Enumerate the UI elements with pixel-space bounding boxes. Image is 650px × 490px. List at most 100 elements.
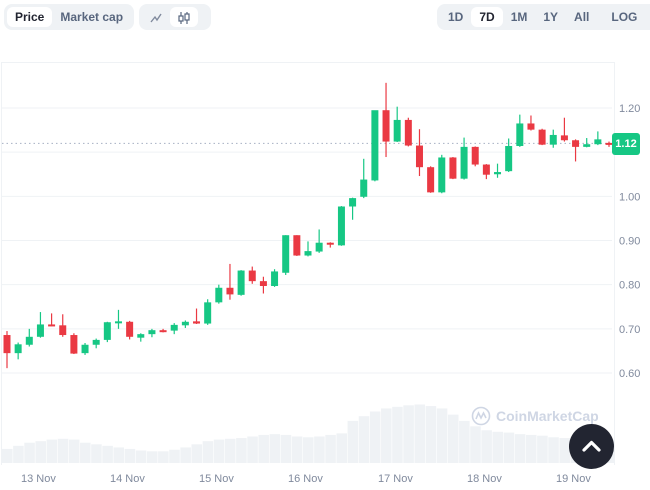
candle-up[interactable]: [460, 146, 468, 179]
volume-bar: [236, 438, 247, 463]
chart-plot-area[interactable]: [1, 62, 615, 465]
candle-down[interactable]: [326, 242, 334, 245]
candle-up[interactable]: [92, 339, 100, 345]
line-chart-button[interactable]: [142, 7, 170, 27]
range-all[interactable]: All: [574, 10, 590, 24]
candle-down[interactable]: [226, 287, 234, 295]
tab-price[interactable]: Price: [7, 7, 53, 27]
candle-down[interactable]: [70, 335, 78, 354]
candle-down[interactable]: [560, 135, 568, 141]
x-axis-label: 15 Nov: [199, 473, 234, 485]
candle-up[interactable]: [282, 235, 290, 273]
volume-bar: [303, 437, 314, 463]
candlestick-icon: [178, 11, 190, 24]
volume-bar: [202, 441, 214, 463]
candle-up[interactable]: [181, 321, 189, 326]
candle-down[interactable]: [538, 129, 546, 145]
candle-down[interactable]: [527, 123, 535, 130]
scroll-to-top-button[interactable]: [569, 424, 614, 469]
candle-up[interactable]: [505, 145, 513, 172]
candle-down[interactable]: [248, 270, 256, 282]
candle-up[interactable]: [271, 271, 279, 287]
candle-up[interactable]: [360, 179, 368, 197]
range-7d[interactable]: 7D: [471, 7, 503, 27]
range-1d[interactable]: 1D: [448, 10, 464, 24]
volume-bar: [80, 442, 91, 463]
candle-down[interactable]: [126, 321, 134, 337]
volume-bar: [559, 438, 570, 463]
candle-up[interactable]: [438, 157, 446, 193]
candle-down[interactable]: [605, 142, 613, 145]
candle-up[interactable]: [594, 139, 602, 145]
candle-down[interactable]: [415, 145, 423, 168]
candle-up[interactable]: [14, 344, 22, 354]
volume-bar: [447, 414, 459, 463]
range-1y[interactable]: 1Y: [543, 10, 559, 24]
chart-type-tabs: Price Market cap: [4, 4, 135, 30]
candle-down[interactable]: [449, 157, 457, 179]
candle-up[interactable]: [349, 198, 357, 207]
candle-up[interactable]: [371, 110, 379, 181]
candle-down[interactable]: [48, 324, 56, 327]
range-1m[interactable]: 1M: [510, 10, 528, 24]
candlestick-chart-button[interactable]: [170, 7, 198, 27]
volume-bar: [325, 434, 336, 463]
tab-market-cap[interactable]: Market cap: [60, 10, 124, 24]
candle-up[interactable]: [494, 172, 502, 175]
volume-bar: [414, 404, 426, 463]
volume-bar: [280, 434, 292, 463]
x-axis-label: 17 Nov: [378, 473, 413, 485]
candle-up[interactable]: [204, 302, 212, 324]
x-axis-label: 19 Nov: [556, 473, 591, 485]
candle-up[interactable]: [337, 206, 345, 246]
candle-up[interactable]: [583, 144, 591, 147]
candle-up[interactable]: [36, 324, 44, 337]
candle-down[interactable]: [193, 321, 201, 324]
candle-down[interactable]: [382, 110, 390, 142]
candle-down[interactable]: [427, 167, 435, 193]
chart-style-toggle: [139, 4, 211, 30]
candle-down[interactable]: [293, 235, 301, 256]
candle-up[interactable]: [148, 330, 156, 335]
candle-up[interactable]: [170, 324, 178, 331]
candle-up[interactable]: [516, 123, 524, 146]
volume-bar: [102, 445, 113, 463]
volume-bar: [224, 438, 236, 463]
x-axis-label: 13 Nov: [21, 473, 56, 485]
candle-up[interactable]: [103, 322, 111, 340]
volume-bar: [291, 436, 303, 463]
coinmarketcap-watermark: CoinMarketCap: [471, 406, 599, 426]
volume-bar: [525, 434, 537, 463]
candle-down[interactable]: [259, 281, 267, 287]
volume-bar: [180, 447, 191, 463]
candle-up[interactable]: [237, 270, 245, 295]
candle-down[interactable]: [471, 146, 479, 165]
candle-up[interactable]: [304, 251, 312, 256]
x-axis-label: 18 Nov: [467, 473, 502, 485]
candle-up[interactable]: [315, 242, 323, 252]
coinmarketcap-logo-icon: [471, 406, 491, 426]
candle-up[interactable]: [549, 134, 557, 145]
y-axis-label: 0.70: [619, 324, 640, 336]
volume-bar: [537, 435, 548, 463]
volume-bar: [425, 406, 437, 463]
candle-up[interactable]: [137, 334, 145, 338]
volume-bar: [135, 450, 147, 463]
volume-bar: [2, 448, 13, 463]
candle-down[interactable]: [159, 330, 167, 333]
volume-bar: [68, 439, 80, 463]
candle-up[interactable]: [81, 344, 89, 354]
candle-up[interactable]: [215, 287, 223, 303]
candle-up[interactable]: [393, 119, 401, 142]
time-range-tabs: 1D 7D 1M 1Y All LOG: [437, 4, 650, 30]
candle-down[interactable]: [59, 325, 67, 336]
candle-down[interactable]: [482, 164, 490, 175]
log-scale-toggle[interactable]: LOG: [611, 10, 638, 24]
candle-down[interactable]: [404, 119, 412, 146]
candle-down[interactable]: [572, 140, 580, 147]
candle-up[interactable]: [25, 336, 33, 345]
candle-down[interactable]: [3, 335, 11, 354]
candle-up[interactable]: [114, 321, 122, 324]
y-axis-label: 0.80: [619, 280, 640, 292]
